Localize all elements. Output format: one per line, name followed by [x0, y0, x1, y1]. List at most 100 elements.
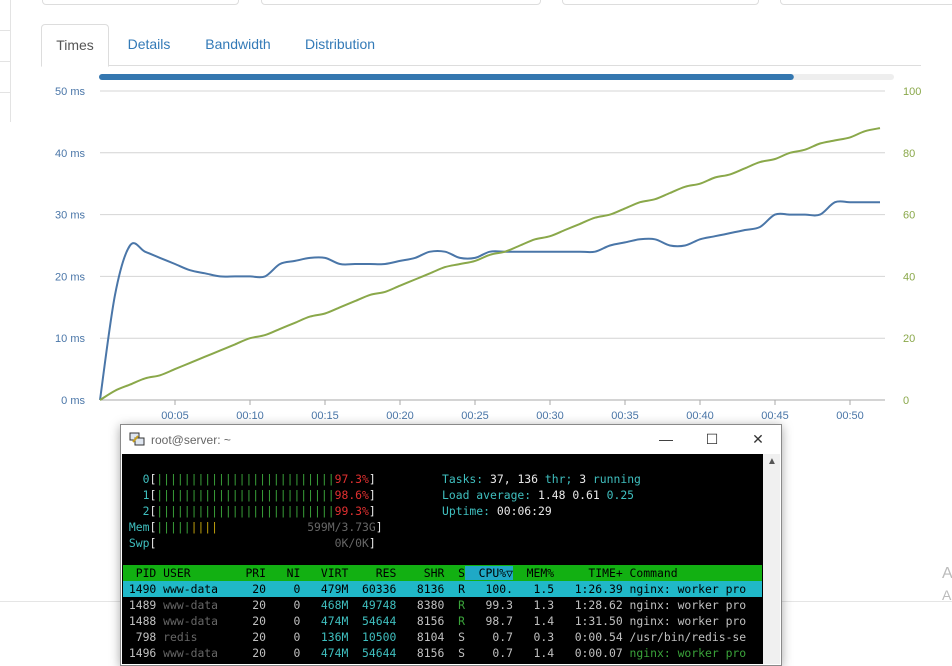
- process-cell-mem: 0.3: [512, 630, 555, 644]
- progress-fill: [99, 74, 794, 80]
- process-row[interactable]: 1489 www-data 20 0 468M 49748 8380 R 99.…: [122, 597, 746, 613]
- process-cell-cpu: 0.7: [464, 630, 513, 644]
- terminal-window[interactable]: root@server: ~ — ☐ ✕ 0[|||||||||||||||||…: [120, 424, 782, 666]
- left-panel-edge: [0, 0, 11, 122]
- terminal-titlebar[interactable]: root@server: ~ — ☐ ✕: [121, 425, 781, 454]
- process-cell-res: 49748: [348, 598, 397, 612]
- x-tick-label: 00:05: [161, 410, 189, 422]
- minimize-button[interactable]: —: [659, 431, 673, 447]
- process-row[interactable]: 1490 www-data 20 0 479M 60336 8136 R 100…: [122, 581, 746, 597]
- tab-times[interactable]: Times: [41, 24, 109, 67]
- process-cell-cpu: 0.7: [464, 646, 513, 660]
- top-box-4: [780, 0, 952, 5]
- side-letter-1: A: [942, 565, 952, 582]
- x-tick-label: 00:30: [536, 410, 564, 422]
- process-cell-pid: 1488: [122, 614, 157, 628]
- tab-bandwidth[interactable]: Bandwidth: [205, 36, 271, 52]
- process-cell-mem: 1.4: [512, 614, 555, 628]
- process-table-header[interactable]: [123, 565, 762, 581]
- x-tick-label: 00:15: [311, 410, 339, 422]
- process-cell-shr: 8156: [396, 614, 445, 628]
- y-right-tick-label: 60: [903, 210, 915, 222]
- x-tick-label: 00:25: [461, 410, 489, 422]
- column-header[interactable]: PRI: [231, 566, 267, 580]
- column-header[interactable]: S: [444, 566, 465, 580]
- process-cell-ni: 0: [266, 630, 301, 644]
- tab-details[interactable]: Details: [127, 36, 171, 52]
- process-cell-shr: 8104: [396, 630, 445, 644]
- process-cell-user: www-data: [156, 646, 232, 660]
- column-header[interactable]: SHR: [396, 566, 445, 580]
- process-cell-s: R: [444, 614, 465, 628]
- x-tick-label: 00:35: [611, 410, 639, 422]
- process-row[interactable]: 798 redis 20 0 136M 10500 8104 S 0.7 0.3…: [122, 629, 746, 645]
- process-cell-virt: 468M: [300, 598, 349, 612]
- htop-screen[interactable]: 0[||||||||||||||||||||||||||97.3%] 1[|||…: [122, 454, 763, 664]
- process-cell-s: S: [444, 630, 465, 644]
- terminal-scrollbar[interactable]: ▲: [763, 454, 780, 664]
- process-cell-cmd: nginx: worker pro: [622, 614, 747, 628]
- process-cell-virt: 474M: [300, 614, 349, 628]
- column-header[interactable]: MEM%: [512, 566, 555, 580]
- process-cell-time: 0:00.07: [554, 646, 623, 660]
- process-cell-ni: 0: [266, 582, 301, 596]
- column-header[interactable]: NI: [266, 566, 301, 580]
- x-tick-label: 00:40: [686, 410, 714, 422]
- column-header[interactable]: Command: [622, 566, 678, 580]
- y-right-tick-label: 20: [903, 333, 915, 345]
- terminal-title: root@server: ~: [151, 433, 231, 447]
- close-button[interactable]: ✕: [752, 431, 764, 447]
- column-header[interactable]: TIME+: [554, 566, 623, 580]
- response-times-chart: 0 ms 10 ms 20 ms 30 ms 40 ms 50 ms 0 20 40 60 80 10…: [55, 74, 921, 422]
- process-cell-pri: 20: [231, 646, 267, 660]
- x-tick-label: 00:10: [236, 410, 264, 422]
- top-box-1: [42, 0, 239, 5]
- process-cell-shr: 8156: [396, 646, 445, 660]
- process-cell-user: www-data: [156, 598, 232, 612]
- tab-bar: Times Details Bandwidth Distribution: [41, 24, 921, 67]
- process-cell-shr: 8380: [396, 598, 445, 612]
- process-row[interactable]: 1496 www-data 20 0 474M 54644 8156 S 0.7…: [122, 645, 746, 661]
- column-header[interactable]: VIRT: [300, 566, 349, 580]
- process-cell-pri: 20: [231, 582, 267, 596]
- process-cell-s: S: [444, 646, 465, 660]
- column-header[interactable]: USER: [156, 566, 232, 580]
- scroll-up-icon[interactable]: ▲: [767, 456, 777, 467]
- y-left-tick-label: 40 ms: [55, 148, 85, 160]
- process-cell-mem: 1.4: [512, 646, 555, 660]
- column-header[interactable]: PID: [122, 566, 157, 580]
- y-left-tick-label: 30 ms: [55, 210, 85, 222]
- tab-distribution[interactable]: Distribution: [304, 36, 376, 52]
- y-right-tick-label: 80: [903, 148, 915, 160]
- putty-icon: [129, 432, 145, 446]
- process-cell-user: redis: [156, 630, 232, 644]
- uptime-line: Uptime: 00:06:29: [442, 504, 552, 518]
- y-right-tick-label: 0: [903, 395, 909, 407]
- process-cell-pri: 20: [231, 630, 267, 644]
- process-cell-pri: 20: [231, 598, 267, 612]
- process-cell-pid: 1496: [122, 646, 157, 660]
- top-box-2: [261, 0, 541, 5]
- column-header[interactable]: CPU%▽: [464, 566, 513, 580]
- process-cell-cmd: nginx: worker pro: [622, 598, 747, 612]
- series-line-count: [99, 127, 881, 401]
- series-line-times: [99, 200, 880, 401]
- process-cell-res: 54644: [348, 614, 397, 628]
- side-letter-2: A: [942, 587, 952, 603]
- process-row[interactable]: 1488 www-data 20 0 474M 54644 8156 R 98.…: [122, 613, 746, 629]
- process-cell-virt: 474M: [300, 646, 349, 660]
- process-cell-pri: 20: [231, 614, 267, 628]
- cpu-row-2: 2[||||||||||||||||||||||||||99.3%]: [142, 504, 376, 518]
- process-cell-ni: 0: [266, 614, 301, 628]
- process-cell-res: 10500: [348, 630, 397, 644]
- column-header[interactable]: RES: [348, 566, 397, 580]
- process-cell-mem: 1.5: [512, 582, 555, 596]
- process-cell-time: 1:31.50: [554, 614, 623, 628]
- swp-row: Swp[ 0K/0K]: [128, 536, 376, 550]
- cpu-row-0: 0[||||||||||||||||||||||||||97.3%]: [142, 472, 376, 486]
- process-cell-cmd: nginx: worker pro: [622, 646, 747, 660]
- process-cell-res: 54644: [348, 646, 397, 660]
- load-average-line: Load average: 1.48 0.61 0.25: [442, 488, 635, 502]
- process-cell-pid: 798: [122, 630, 157, 644]
- maximize-button[interactable]: ☐: [705, 431, 719, 447]
